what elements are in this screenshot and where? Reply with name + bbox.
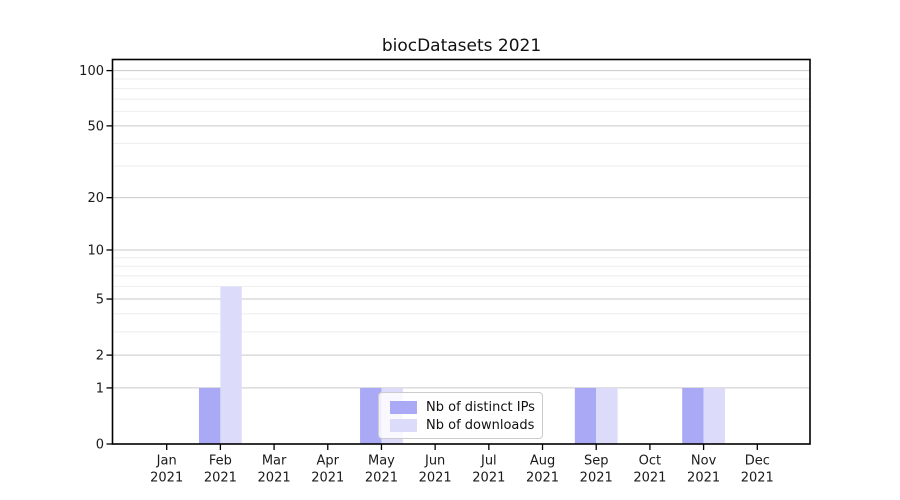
- x-tick-label: 2021: [580, 471, 613, 486]
- x-tick-label: 2021: [472, 471, 505, 486]
- x-tick-label: 2021: [419, 471, 452, 486]
- x-tick-label: Nov: [691, 454, 717, 469]
- x-tick-label: May: [368, 454, 395, 469]
- x-tick-label: 2021: [365, 471, 398, 486]
- legend-item-distinct-ips: Nb of distinct IPs: [390, 398, 542, 416]
- legend-swatch-distinct-ips: [390, 400, 417, 414]
- x-tick-label: Apr: [317, 454, 340, 469]
- x-tick-label: Jun: [424, 454, 445, 469]
- y-tick-label: 0: [96, 438, 104, 453]
- x-tick-label: 2021: [311, 471, 344, 486]
- y-tick-label: 100: [79, 64, 104, 79]
- chart-title: biocDatasets 2021: [381, 36, 542, 56]
- y-tick-label: 50: [87, 119, 104, 134]
- x-tick-label: 2021: [687, 471, 720, 486]
- y-tick-label: 5: [96, 293, 104, 308]
- bar: [220, 286, 242, 444]
- x-tick-label: Jan: [156, 454, 177, 469]
- x-tick-label: Feb: [209, 454, 232, 469]
- x-tick-label: 2021: [633, 471, 666, 486]
- bar: [360, 387, 382, 444]
- legend-label-downloads: Nb of downloads: [426, 417, 535, 433]
- legend-label-distinct-ips: Nb of distinct IPs: [426, 399, 535, 415]
- bar: [198, 387, 221, 444]
- x-tick-label: 2021: [741, 471, 774, 486]
- legend: Nb of distinct IPs Nb of downloads: [378, 392, 543, 439]
- x-tick-label: 2021: [526, 471, 559, 486]
- x-tick-label: 2021: [258, 471, 291, 486]
- bar: [574, 387, 597, 444]
- bar: [682, 387, 704, 444]
- y-tick-label: 20: [87, 191, 104, 206]
- y-tick-label: 2: [96, 349, 104, 364]
- x-tick-label: Aug: [530, 454, 555, 469]
- x-tick-label: Dec: [745, 454, 770, 469]
- x-tick-label: 2021: [150, 471, 183, 486]
- legend-item-downloads: Nb of downloads: [390, 416, 542, 434]
- legend-swatch-downloads: [390, 418, 417, 432]
- x-tick-label: Mar: [262, 454, 287, 469]
- y-tick-label: 10: [87, 243, 104, 258]
- x-tick-label: Oct: [639, 454, 661, 469]
- x-tick-label: 2021: [204, 471, 237, 486]
- x-tick-label: Sep: [584, 454, 609, 469]
- bar: [703, 387, 725, 444]
- y-tick-label: 1: [96, 381, 104, 396]
- bar: [596, 387, 618, 444]
- plot-border: [111, 58, 811, 445]
- x-tick-label: Jul: [480, 454, 497, 469]
